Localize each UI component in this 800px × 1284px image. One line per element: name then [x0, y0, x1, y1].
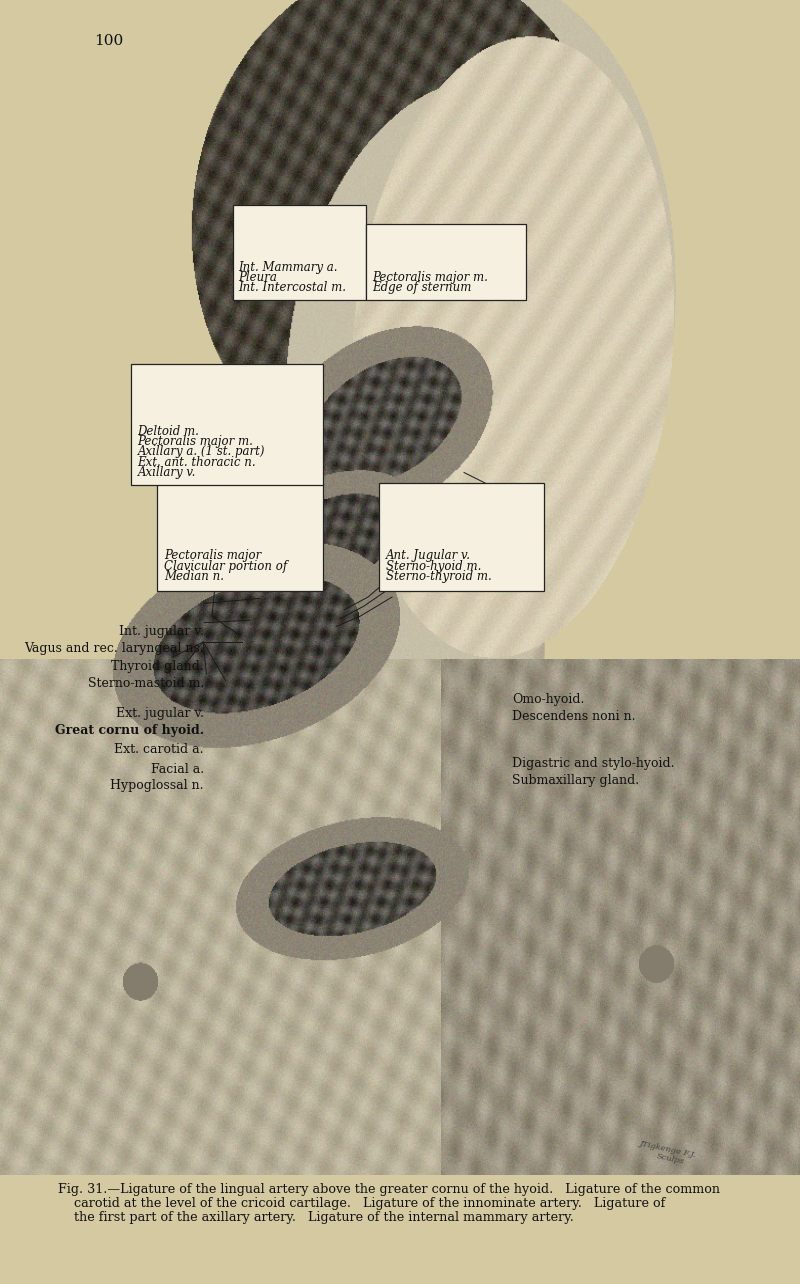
Text: Pectoralis major: Pectoralis major: [164, 550, 262, 562]
Text: Submaxillary gland.: Submaxillary gland.: [512, 774, 639, 787]
Text: Fig. 31.—Ligature of the lingual artery above the greater cornu of the hyoid.   : Fig. 31.—Ligature of the lingual artery …: [58, 1183, 720, 1195]
Text: Vagus and rec. laryngeal ns.: Vagus and rec. laryngeal ns.: [24, 642, 204, 655]
FancyBboxPatch shape: [131, 365, 323, 485]
Text: Thyroid gland.: Thyroid gland.: [111, 660, 204, 673]
Text: Ext. jugular v.: Ext. jugular v.: [116, 707, 204, 720]
Text: Deltoid m.: Deltoid m.: [138, 425, 199, 438]
Text: Median n.: Median n.: [164, 570, 224, 583]
Text: Int. Intercostal m.: Int. Intercostal m.: [238, 281, 346, 294]
Text: Ant. Jugular v.: Ant. Jugular v.: [386, 550, 470, 562]
Text: Omo-hyoid.: Omo-hyoid.: [512, 693, 584, 706]
Text: Pectoralis major m.: Pectoralis major m.: [138, 435, 254, 448]
Text: Facial a.: Facial a.: [151, 763, 204, 776]
Text: Descendens noni n.: Descendens noni n.: [512, 710, 635, 723]
FancyBboxPatch shape: [366, 225, 526, 300]
Text: Edge of sternum: Edge of sternum: [372, 281, 471, 294]
FancyBboxPatch shape: [233, 205, 366, 300]
Text: Sculps: Sculps: [656, 1153, 685, 1166]
Text: Great cornu of hyoid.: Great cornu of hyoid.: [55, 724, 204, 737]
Text: JTigkenge F.J.: JTigkenge F.J.: [639, 1139, 697, 1159]
Text: Sterno-thyroid m.: Sterno-thyroid m.: [386, 570, 491, 583]
Text: Axillary v.: Axillary v.: [138, 466, 196, 479]
FancyBboxPatch shape: [379, 483, 544, 591]
Text: Digastric and stylo-hyoid.: Digastric and stylo-hyoid.: [512, 758, 674, 770]
Text: Ext. ant. thoracic n.: Ext. ant. thoracic n.: [138, 456, 256, 469]
Text: Axillary a. (1 st. part): Axillary a. (1 st. part): [138, 446, 265, 458]
Text: Pleura: Pleura: [238, 271, 278, 284]
Text: Sterno-hyoid m.: Sterno-hyoid m.: [386, 560, 481, 573]
Text: Int. Mammary a.: Int. Mammary a.: [238, 261, 338, 273]
Text: Sterno-mastoid m.: Sterno-mastoid m.: [88, 677, 204, 690]
Text: Hypoglossal n.: Hypoglossal n.: [110, 778, 204, 792]
Text: Clavicular portion of: Clavicular portion of: [164, 560, 287, 573]
Text: carotid at the level of the cricoid cartilage.   Ligature of the innominate arte: carotid at the level of the cricoid cart…: [58, 1197, 665, 1210]
Text: Ext. carotid a.: Ext. carotid a.: [114, 743, 204, 756]
Text: 100: 100: [94, 35, 124, 48]
Text: the first part of the axillary artery.   Ligature of the internal mammary artery: the first part of the axillary artery. L…: [58, 1211, 574, 1224]
Text: Pectoralis major m.: Pectoralis major m.: [372, 271, 488, 284]
FancyBboxPatch shape: [157, 483, 323, 591]
Text: Int. jugular v.: Int. jugular v.: [119, 625, 204, 638]
